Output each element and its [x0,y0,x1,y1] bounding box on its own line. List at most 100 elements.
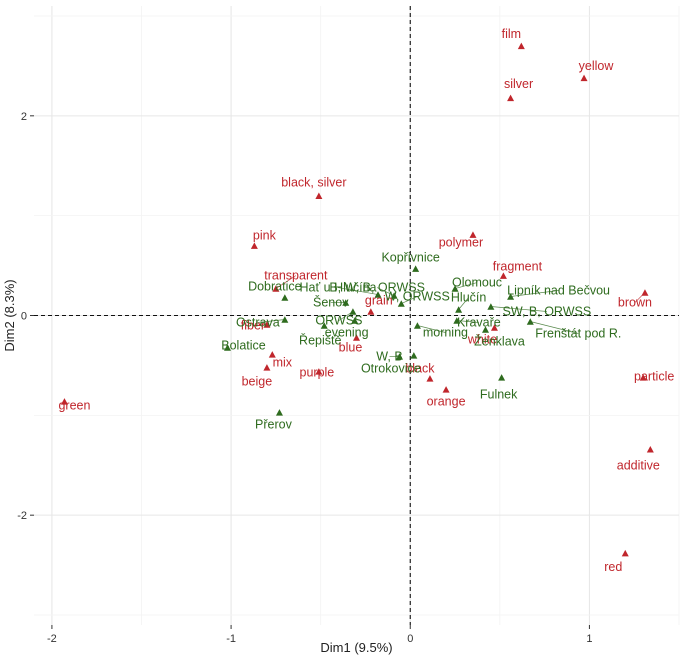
x-tick-label: -2 [47,633,57,645]
y-tick-label: 0 [21,311,27,323]
label-blue: blue [339,340,363,354]
marker-green [60,398,68,405]
label--enov: Šenov [313,295,349,310]
marker-w-orwss [397,300,405,307]
connector-line [530,321,579,334]
label-polymer: polymer [439,236,483,250]
y-axis-title: Dim2 (8.3%) [2,279,17,351]
x-tick-label: -1 [226,633,236,645]
connector-line [337,287,379,295]
label-red: red [604,560,622,574]
connector-line [275,275,297,289]
marker-bolatice [224,344,231,351]
y-tick-label: 2 [21,111,27,123]
connector-line [510,290,559,297]
marker-ha-u-hlu-na [374,291,382,298]
marker-film [517,42,525,50]
connector-line [376,287,395,296]
marker-kop-ivnice [412,265,420,272]
connector-line [454,282,478,289]
marker-blue [353,334,360,341]
label-bolatice: Bolatice [221,338,266,352]
x-tick-label: 0 [407,633,413,645]
label--enklava: Ženklava [474,333,525,348]
marker-purple [315,368,323,375]
marker-mix [268,351,276,358]
label-beige: beige [242,374,273,388]
label-connectors [252,275,646,357]
marker-hlu-n [455,306,463,313]
marker-white [490,324,498,331]
label-brown: brown [618,296,652,310]
label-yellow: yellow [579,59,615,73]
label-black: black [405,361,435,375]
label-film: film [502,27,521,41]
marker-olomouc [451,285,459,292]
label-silver: silver [504,77,533,91]
point-markers [60,42,654,557]
marker-brown [641,289,649,296]
marker-black-silver [315,192,323,199]
label-p-erov: Přerov [255,417,293,431]
label-dobratice: Dobratice [248,280,302,294]
point-labels: film yellow silver black, silver pink polymer… [58,27,674,574]
y-tick-label: -2 [17,510,27,522]
marker-orwss [349,308,357,315]
label-morning: morning [423,325,468,339]
label-grain: grain [365,294,393,308]
label-krava-e: Kravaře [457,315,501,329]
marker-lipn-k-nad-be-vou [507,293,515,300]
marker-red [621,549,629,557]
label-kop-ivnice: Kopřivnice [381,251,439,265]
connector-line [490,306,547,312]
marker--epi-t- [320,322,328,329]
label-ostrava: Ostrava [236,315,280,329]
label-hlu-n: Hlučín [451,291,486,305]
marker-particle [639,374,647,381]
label-purple: purple [300,365,335,379]
label-sw-b-orwss: SW, B, ORWSS [503,305,592,319]
label-fragment: fragment [493,260,543,274]
marker-silver [507,94,515,102]
marker-fulnek [498,374,506,381]
label-particle: particle [634,369,674,383]
marker-b-w-b-orwss [390,292,398,299]
marker-fragment [499,272,507,279]
marker-w-b [396,353,403,360]
marker--enov [342,299,350,306]
label-fren-t-t-pod-r-: Frenštát pod R. [535,326,621,340]
label-w-b: W, B [376,349,402,363]
label-fulnek: Fulnek [480,387,518,401]
marker--enklava [482,326,489,333]
marker-ostrava [281,316,289,323]
label-orwss: ORWSS [315,314,362,328]
marker-morning [413,322,421,329]
connector-line [252,324,267,326]
label-green: green [58,398,90,412]
connector-line [257,319,285,323]
marker-otrokovice [410,352,418,359]
grid-lines [34,6,680,625]
label-evening: evening [325,325,369,339]
label-otrokovice: Otrokovice [361,361,421,375]
label-w-orwss: W, ORWSS [385,290,450,304]
label-b-w-b-orwss: B, W, B, ORWSS [329,281,425,295]
label-white: white [467,332,497,346]
marker-fiber [263,321,271,328]
connector-line [417,325,446,333]
marker-grain [367,308,375,315]
x-tick-label: 1 [586,633,592,645]
marker-fren-t-t-pod-r- [526,318,534,325]
label--epi-t-: Řepiště [299,332,341,347]
marker-transparent [272,285,280,292]
marker-yellow [580,74,588,82]
marker-black [426,375,434,382]
connector-line [458,297,469,310]
x-axis-title: Dim1 (9.5%) [320,640,392,655]
label-pink: pink [253,229,277,243]
marker-polymer [469,231,477,238]
label-mix: mix [273,355,293,369]
marker-p-erov [275,409,283,416]
label-fiber: fiber [241,318,265,332]
